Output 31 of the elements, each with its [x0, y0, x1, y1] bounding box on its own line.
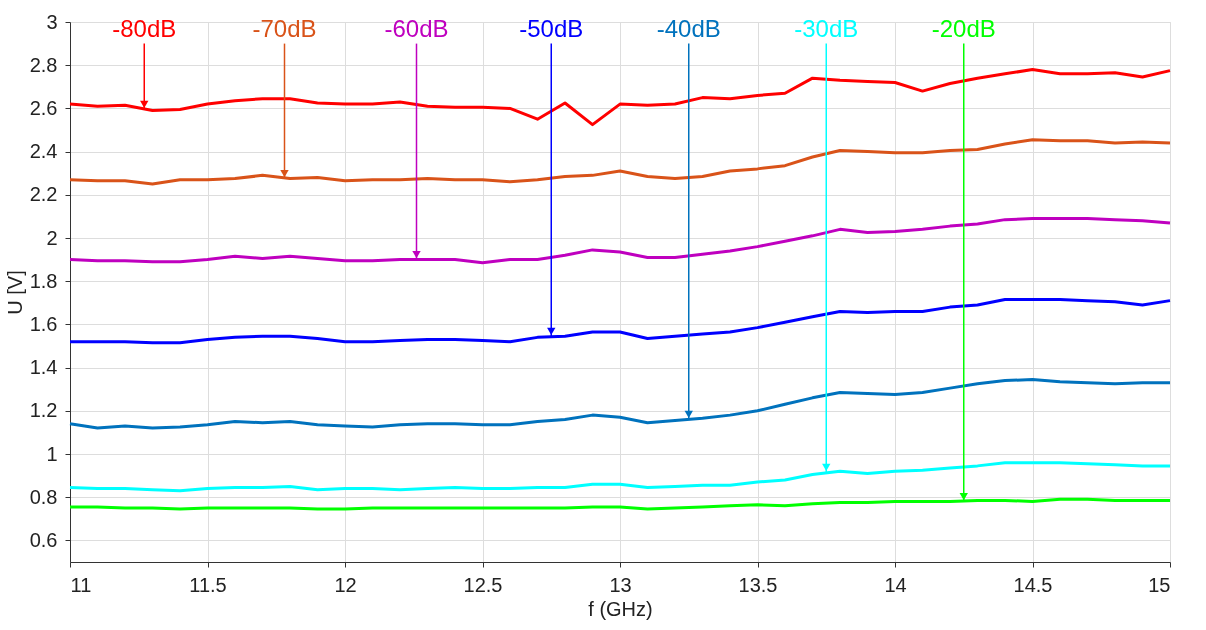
y-axis-title: U [V]	[3, 270, 26, 315]
annotation: -70dB	[252, 14, 317, 42]
annotation: -60dB	[384, 14, 449, 42]
x-tick-label: 13	[609, 573, 632, 596]
x-tick-label: 13.5	[738, 573, 778, 596]
y-tick-label: 1.4	[29, 356, 58, 379]
annotation: -80dB	[112, 14, 177, 42]
y-tick-label: 2.8	[29, 53, 58, 76]
x-tick-label: 12.5	[463, 573, 503, 596]
x-tick-label: 14.5	[1013, 573, 1053, 596]
annotation: -50dB	[519, 14, 584, 42]
y-tick-label: 2.4	[29, 140, 58, 163]
x-axis-title: f (GHz)	[588, 597, 653, 620]
y-tick-label: 1.2	[29, 399, 58, 422]
y-tick-label: 0.6	[29, 528, 58, 551]
y-tick-label: 2.2	[29, 183, 58, 206]
y-tick-label: 1	[46, 442, 58, 465]
annotation: -40dB	[656, 14, 721, 42]
x-tick-label: 15	[1148, 573, 1171, 596]
annotation: -30dB	[794, 14, 859, 42]
y-tick-label: 1.8	[29, 269, 58, 292]
x-tick-label: 11	[70, 573, 92, 596]
y-tick-label: 1.6	[29, 312, 58, 335]
y-tick-label: 3	[46, 10, 58, 33]
y-tick-label: 2	[46, 226, 58, 249]
annotation: -20dB	[931, 14, 996, 42]
y-tick-label: 0.8	[29, 485, 58, 508]
x-tick-label: 14	[884, 573, 907, 596]
x-tick-label: 11.5	[189, 573, 227, 596]
y-tick-label: 2.6	[29, 96, 58, 119]
x-tick-label: 12	[334, 573, 357, 596]
